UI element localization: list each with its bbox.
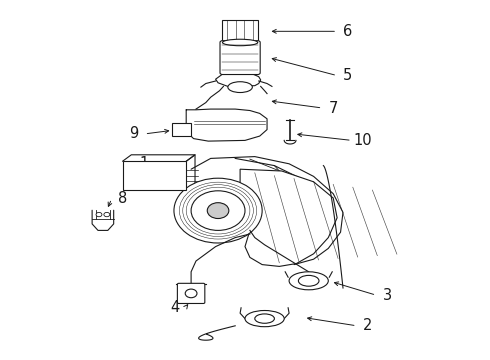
Text: 8: 8	[118, 191, 127, 206]
Text: 3: 3	[383, 288, 392, 303]
Circle shape	[104, 212, 110, 217]
Circle shape	[174, 178, 262, 243]
Polygon shape	[240, 169, 337, 266]
Text: 5: 5	[343, 68, 352, 83]
Circle shape	[96, 212, 102, 217]
Text: 2: 2	[363, 318, 372, 333]
Text: 4: 4	[170, 300, 179, 315]
FancyBboxPatch shape	[122, 161, 186, 190]
Ellipse shape	[228, 82, 252, 93]
Text: 9: 9	[129, 126, 138, 141]
Ellipse shape	[255, 314, 274, 323]
FancyBboxPatch shape	[220, 41, 260, 75]
Ellipse shape	[298, 275, 319, 286]
Text: 1: 1	[139, 156, 148, 171]
Ellipse shape	[222, 39, 258, 46]
Text: 7: 7	[328, 100, 338, 116]
Circle shape	[191, 191, 245, 230]
FancyBboxPatch shape	[172, 123, 191, 136]
FancyBboxPatch shape	[222, 20, 258, 41]
Ellipse shape	[245, 310, 284, 327]
Circle shape	[185, 289, 197, 298]
FancyBboxPatch shape	[177, 283, 205, 303]
Ellipse shape	[289, 272, 328, 290]
Text: 10: 10	[353, 133, 372, 148]
Circle shape	[207, 203, 229, 219]
Text: 6: 6	[343, 24, 352, 39]
